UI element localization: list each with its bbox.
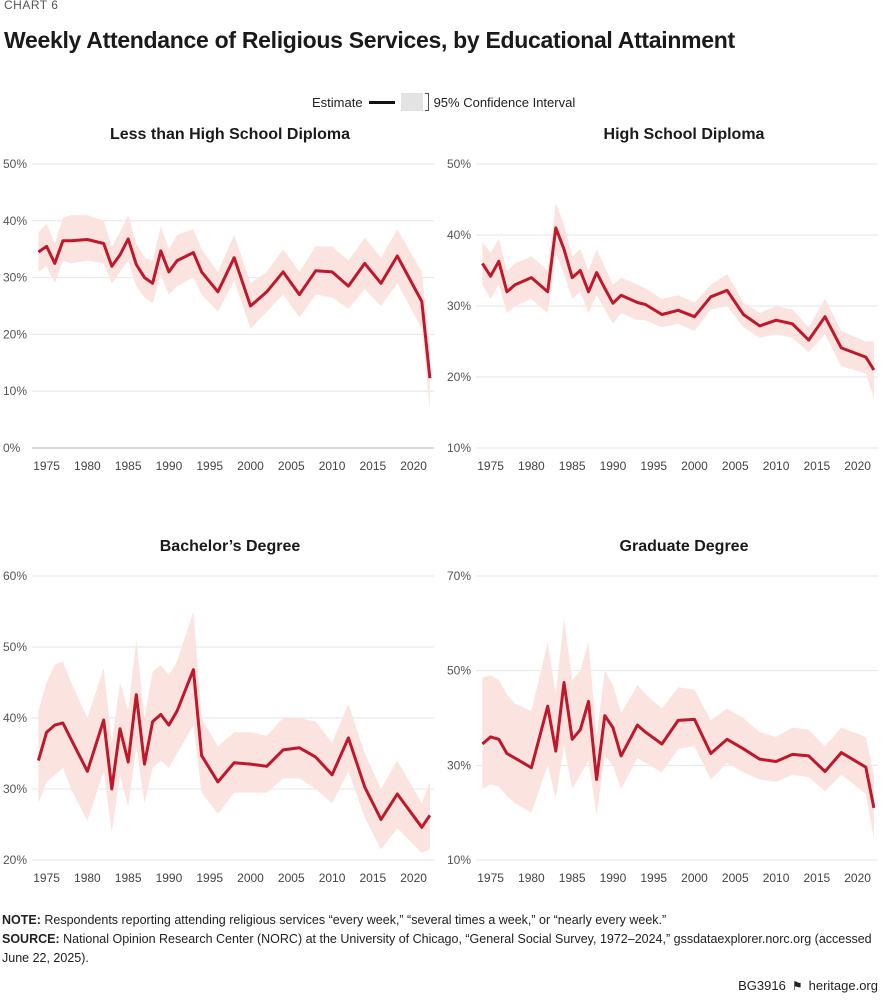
x-tick-label: 1975: [33, 459, 60, 473]
x-tick-label: 1975: [477, 871, 504, 885]
x-tick-label: 2005: [278, 871, 305, 885]
x-tick-label: 2015: [359, 459, 386, 473]
y-tick-label: 10%: [447, 441, 471, 455]
note-label: NOTE:: [2, 913, 41, 927]
x-tick-label: 1985: [559, 871, 586, 885]
x-tick-label: 2000: [681, 459, 708, 473]
note-line: NOTE: Respondents reporting attending re…: [2, 911, 880, 930]
liberty-bell-icon: ⚑: [791, 978, 803, 993]
x-tick-label: 1995: [640, 459, 667, 473]
x-tick-label: 2005: [722, 871, 749, 885]
chart-graduate: 10% 30% 50% 70% 1975 1980 1985 1990 1995 2000 2005…: [447, 569, 878, 885]
chart-number-label: CHART 6: [4, 0, 59, 12]
panel-title-hs-diploma: High School Diploma: [603, 126, 765, 143]
page-title: Weekly Attendance of Religious Services,…: [4, 27, 735, 53]
site-link[interactable]: heritage.org: [808, 978, 878, 993]
y-tick-label: 30%: [447, 299, 471, 313]
legend-bracket-icon: [424, 93, 429, 111]
x-tick-label: 2020: [844, 871, 871, 885]
confidence-band: [482, 203, 874, 399]
x-tick-label: 2015: [359, 871, 386, 885]
panel-title-less-than-hs: Less than High School Diploma: [109, 126, 351, 143]
x-tick-label: 1980: [74, 871, 101, 885]
y-tick-label: 50%: [3, 157, 27, 171]
x-tick-label: 1985: [115, 459, 142, 473]
y-tick-label: 40%: [3, 214, 27, 228]
y-tick-label: 30%: [3, 782, 27, 796]
x-tick-label: 2000: [681, 871, 708, 885]
source-label: SOURCE:: [2, 932, 60, 946]
x-tick-label: 1980: [518, 871, 545, 885]
y-tick-label: 50%: [447, 664, 471, 678]
x-tick-label: 2015: [803, 459, 830, 473]
x-tick-label: 1995: [640, 871, 667, 885]
note-text: Respondents reporting attending religiou…: [44, 913, 667, 927]
x-tick-label: 2010: [763, 871, 790, 885]
x-tick-label: 2020: [400, 459, 427, 473]
y-tick-label: 10%: [3, 384, 27, 398]
x-tick-label: 2005: [278, 459, 305, 473]
x-tick-label: 1985: [559, 459, 586, 473]
legend-ci-swatch: [400, 93, 423, 111]
y-tick-label: 60%: [3, 569, 27, 583]
chart-less-than-hs: 0% 10% 20% 30% 40% 50% 1975 1980 1985 1990 1995 200…: [3, 157, 434, 473]
panel-title-graduate: Graduate Degree: [619, 538, 749, 555]
y-tick-label: 40%: [447, 228, 471, 242]
y-tick-label: 20%: [447, 370, 471, 384]
footer: BG3916 ⚑ heritage.org: [738, 978, 878, 993]
y-tick-label: 30%: [3, 271, 27, 285]
x-tick-label: 2010: [319, 459, 346, 473]
source-line: SOURCE: National Opinion Research Center…: [2, 930, 880, 968]
estimate-line: [37, 237, 432, 379]
x-tick-label: 1985: [115, 871, 142, 885]
x-tick-label: 1995: [196, 459, 223, 473]
x-tick-label: 2000: [237, 459, 264, 473]
x-tick-label: 1990: [600, 459, 627, 473]
y-tick-label: 50%: [3, 640, 27, 654]
x-tick-label: 2020: [400, 871, 427, 885]
x-tick-label: 2010: [763, 459, 790, 473]
estimate-line: [481, 681, 876, 809]
x-tick-label: 1995: [196, 871, 223, 885]
x-tick-label: 2020: [844, 459, 871, 473]
x-tick-label: 1980: [74, 459, 101, 473]
x-tick-label: 1975: [33, 871, 60, 885]
y-tick-label: 40%: [3, 711, 27, 725]
confidence-band: [482, 618, 874, 839]
x-tick-label: 2015: [803, 871, 830, 885]
panel-title-bachelors: Bachelor’s Degree: [159, 538, 301, 555]
legend: Estimate 95% Confidence Interval: [312, 92, 575, 112]
x-tick-label: 2010: [319, 871, 346, 885]
y-tick-label: 0%: [3, 441, 21, 455]
report-code: BG3916: [738, 978, 786, 993]
chart-bachelors: 20% 30% 40% 50% 60% 1975 1980 1985 1990 1995 2000 2…: [3, 569, 434, 885]
x-tick-label: 2005: [722, 459, 749, 473]
x-tick-label: 2000: [237, 871, 264, 885]
y-tick-label: 30%: [447, 758, 471, 772]
y-tick-label: 20%: [3, 853, 27, 867]
estimate-line: [481, 226, 876, 371]
legend-estimate-label: Estimate: [312, 94, 363, 110]
notes: NOTE: Respondents reporting attending re…: [2, 911, 880, 968]
x-tick-label: 1975: [477, 459, 504, 473]
y-tick-label: 50%: [447, 157, 471, 171]
source-text: National Opinion Research Center (NORC) …: [2, 932, 872, 965]
x-tick-label: 1990: [156, 871, 183, 885]
legend-ci-label: 95% Confidence Interval: [433, 94, 576, 110]
confidence-band: [38, 215, 430, 409]
y-tick-label: 20%: [3, 327, 27, 341]
x-tick-label: 1990: [600, 871, 627, 885]
y-tick-label: 70%: [447, 569, 471, 583]
x-tick-label: 1980: [518, 459, 545, 473]
y-tick-label: 10%: [447, 853, 471, 867]
x-tick-label: 1990: [156, 459, 183, 473]
estimate-line: [36, 668, 432, 829]
confidence-band: [38, 611, 430, 853]
chart-hs-diploma: 10% 20% 30% 40% 50% 1975 1980 1985 1990 1995 2000 2…: [447, 157, 878, 473]
legend-estimate-line-icon: [368, 100, 395, 104]
